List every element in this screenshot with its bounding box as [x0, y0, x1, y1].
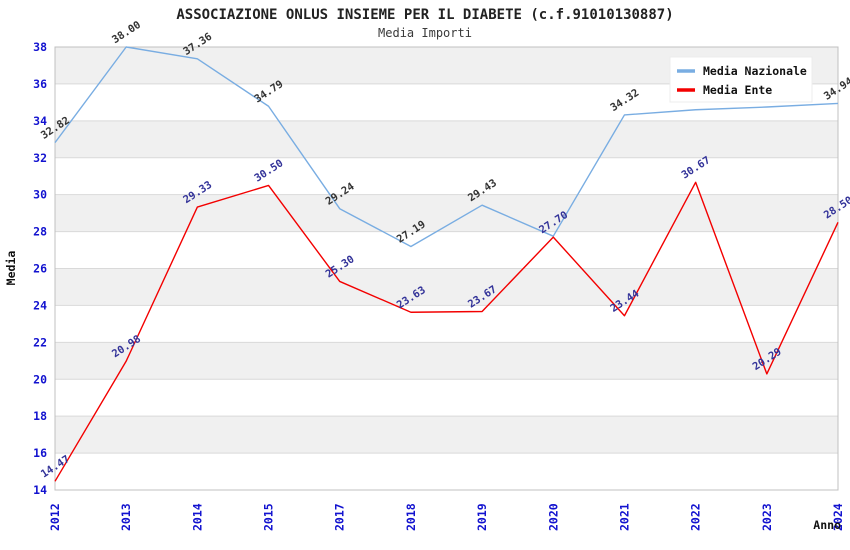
x-tick-label: 2019 — [475, 503, 489, 531]
grid-band — [55, 268, 838, 306]
x-tick-label: 2015 — [262, 503, 276, 531]
series-line-media-nazionale — [54, 46, 839, 248]
x-tick-label: 2018 — [404, 503, 418, 531]
y-tick-label: 26 — [33, 262, 47, 276]
data-point-label: 38.00 — [110, 19, 143, 46]
y-tick-label: 16 — [33, 446, 47, 460]
y-tick-label: 32 — [33, 151, 47, 165]
y-tick-label: 36 — [33, 77, 47, 91]
y-axis-title: Media — [4, 251, 18, 286]
grid-band — [55, 453, 838, 490]
y-tick-label: 34 — [33, 114, 47, 128]
y-tick-label: 18 — [33, 409, 47, 423]
y-tick-label: 28 — [33, 225, 47, 239]
y-tick-label: 20 — [33, 372, 47, 386]
x-tick-label: 2021 — [617, 503, 631, 531]
y-tick-label: 38 — [33, 40, 47, 54]
y-tick-label: 30 — [33, 188, 47, 202]
grid-band — [55, 157, 838, 195]
grid-band — [55, 416, 838, 454]
chart-subtitle: Media Importi — [378, 26, 472, 40]
y-tick-label: 14 — [33, 483, 47, 497]
legend-label-media-nazionale: Media Nazionale — [703, 64, 807, 78]
x-tick-label: 2024 — [831, 503, 845, 531]
x-tick-label: 2017 — [333, 503, 347, 531]
x-axis-title: Anno — [813, 518, 841, 532]
chart-title: ASSOCIAZIONE ONLUS INSIEME PER IL DIABET… — [176, 7, 673, 23]
plot-border — [54, 46, 839, 491]
x-tick-label: 2023 — [760, 503, 774, 531]
grid-band — [55, 342, 838, 380]
x-tick-label: 2013 — [119, 503, 133, 531]
x-tick-label: 2012 — [48, 503, 62, 531]
legend-label-media-ente: Media Ente — [703, 83, 772, 97]
x-tick-label: 2014 — [190, 503, 204, 531]
grid-band — [55, 379, 838, 417]
x-tick-label: 2022 — [689, 503, 703, 531]
grid-band — [55, 120, 838, 158]
legend-box — [669, 56, 813, 103]
x-tick-label: 2020 — [546, 503, 560, 531]
grid-band — [55, 231, 838, 269]
y-tick-label: 24 — [33, 298, 47, 312]
y-tick-label: 22 — [33, 335, 47, 349]
grid-band — [55, 305, 838, 343]
series-line-media-ente — [54, 181, 839, 482]
legend: Media Nazionale Media Ente — [669, 56, 813, 103]
